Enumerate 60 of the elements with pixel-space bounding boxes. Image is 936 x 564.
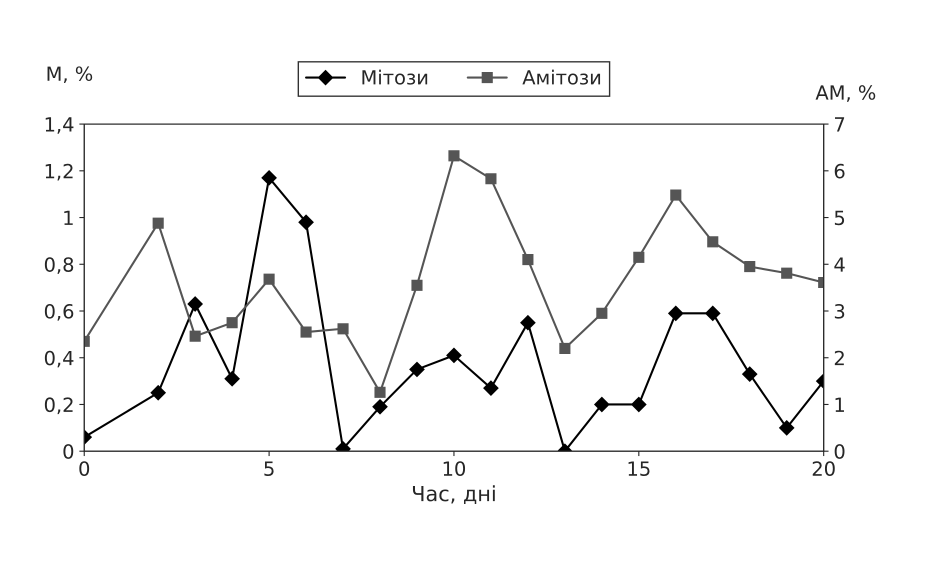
- point: [485, 173, 496, 184]
- point: [670, 190, 682, 201]
- point: [409, 362, 425, 377]
- point: [779, 420, 794, 436]
- point: [631, 396, 646, 412]
- point: [300, 326, 312, 338]
- y-tick-label: 0,2: [44, 397, 73, 414]
- point: [707, 236, 718, 248]
- x-tick-label: 0: [79, 461, 90, 476]
- y-tick-label: 0,4: [44, 350, 74, 368]
- point: [190, 330, 201, 342]
- point: [705, 306, 720, 321]
- y2-tick-label: 4: [834, 257, 845, 272]
- point: [559, 342, 570, 354]
- point: [188, 296, 203, 312]
- y-tick-label: 0,6: [44, 304, 74, 321]
- point: [448, 150, 460, 162]
- point: [781, 268, 792, 279]
- y-tick-label: 0,8: [44, 257, 74, 274]
- point: [742, 366, 758, 382]
- point: [298, 214, 314, 230]
- point: [633, 252, 644, 263]
- point: [520, 315, 536, 330]
- y-axis-title: M, %: [48, 66, 92, 84]
- y2-tick-label: 6: [834, 164, 845, 178]
- y-tick-label: 0: [63, 444, 74, 459]
- y2-tick-label: 0: [834, 444, 844, 459]
- point: [264, 274, 275, 285]
- x-tick-label: 20: [812, 461, 835, 476]
- x-tick-label: 5: [264, 462, 274, 476]
- x-tick-label: 15: [628, 462, 650, 476]
- point: [596, 308, 608, 319]
- point: [374, 386, 386, 398]
- y2-tick-label: 2: [834, 350, 844, 366]
- point: [668, 306, 684, 321]
- y2-tick-label: 3: [834, 304, 844, 319]
- point: [411, 280, 423, 291]
- point: [522, 254, 534, 266]
- y-tick-label: 1,4: [46, 117, 74, 134]
- x-tick-label: 10: [444, 461, 466, 476]
- point: [226, 317, 238, 328]
- point: [224, 371, 240, 386]
- y2-tick-label: 1: [836, 398, 844, 412]
- x-axis-title: Час, дні: [412, 485, 495, 504]
- legend-label: Амітози: [522, 70, 600, 85]
- point: [152, 218, 164, 229]
- point: [744, 261, 756, 272]
- point: [262, 170, 277, 186]
- point: [446, 348, 462, 363]
- point: [150, 385, 166, 400]
- y2-axis-title: AM, %: [816, 85, 876, 102]
- point: [594, 396, 610, 412]
- point: [337, 323, 349, 334]
- y-tick-label: 1: [64, 210, 73, 225]
- legend-label: Мітози: [362, 70, 428, 85]
- point: [483, 380, 498, 396]
- y2-tick-label: 5: [834, 210, 844, 226]
- y2-tick-label: 7: [834, 117, 844, 132]
- point: [372, 399, 388, 414]
- y-tick-label: 1,2: [46, 164, 73, 180]
